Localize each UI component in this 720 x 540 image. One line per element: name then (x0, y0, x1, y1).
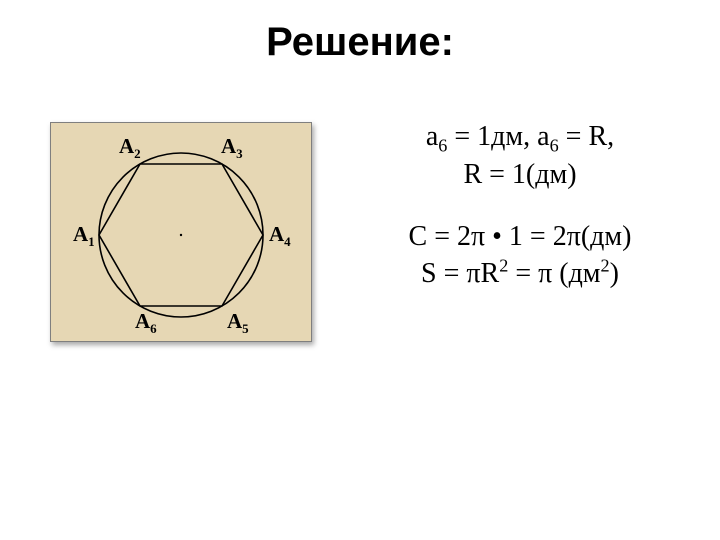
vertex-label-A4: A4 (269, 222, 291, 249)
equation-block: а6 = 1дм, а6 = R, R = 1(дм) C = 2π • 1 =… (340, 118, 700, 293)
vertex-label-A3: A3 (221, 134, 243, 161)
hexagon-figure: A1 A2 A3 A4 A5 A6 (50, 122, 312, 342)
vertex-label-A2: A2 (119, 134, 141, 161)
equation-line-4: S = πR2 = π (дм2) (340, 255, 700, 293)
vertex-label-A5: A5 (227, 309, 249, 336)
vertex-label-A1: A1 (73, 222, 95, 249)
equation-line-1: а6 = 1дм, а6 = R, (340, 118, 700, 156)
center-dot (180, 234, 182, 236)
slide-title: Решение: (0, 20, 720, 65)
equation-line-3: C = 2π • 1 = 2π(дм) (340, 218, 700, 256)
equation-line-2: R = 1(дм) (340, 156, 700, 194)
